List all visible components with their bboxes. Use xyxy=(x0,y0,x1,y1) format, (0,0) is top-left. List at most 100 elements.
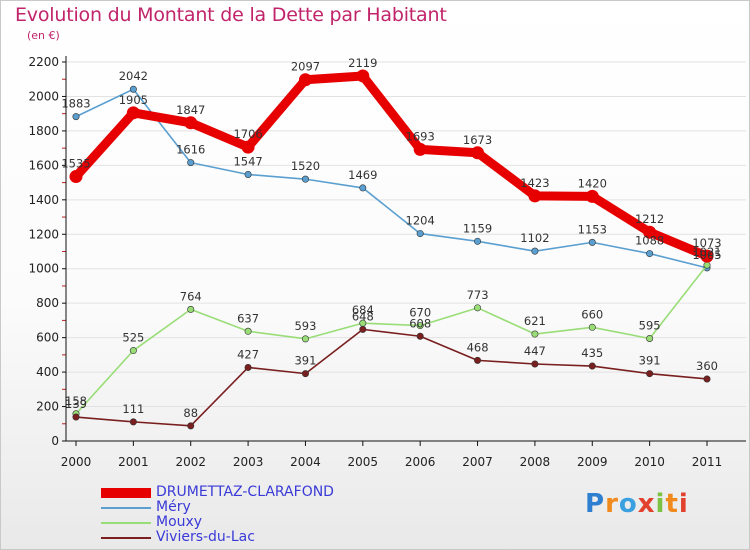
data-point-drumettaz-clarafond xyxy=(413,142,427,156)
data-label-viviers-du-lac: 468 xyxy=(467,340,489,354)
data-point-viviers-du-lac xyxy=(474,356,482,364)
y-tick-label: 1200 xyxy=(28,227,59,241)
data-point-drumettaz-clarafond xyxy=(700,249,714,263)
data-label-m-ry: 1520 xyxy=(291,159,320,173)
legend-swatch-viviers-du-lac xyxy=(101,537,151,539)
data-label-drumettaz-clarafond: 1847 xyxy=(176,103,205,117)
proxiti-logo: Proxiti xyxy=(585,489,689,519)
data-point-drumettaz-clarafond xyxy=(184,116,198,130)
data-label-viviers-du-lac: 447 xyxy=(524,344,546,358)
legend-item-mery: Méry xyxy=(101,500,421,515)
data-point-drumettaz-clarafond xyxy=(356,69,370,83)
data-point-viviers-du-lac xyxy=(531,360,539,368)
data-point-m-ry xyxy=(646,250,654,258)
data-label-mouxy: 1021 xyxy=(692,245,721,259)
y-tick-label: 1000 xyxy=(28,262,59,276)
data-label-viviers-du-lac: 648 xyxy=(352,309,374,323)
data-point-viviers-du-lac xyxy=(588,362,596,370)
x-tick-label: 2001 xyxy=(118,455,149,469)
data-label-m-ry: 1547 xyxy=(233,154,262,168)
data-point-mouxy xyxy=(703,261,711,269)
data-label-m-ry: 1102 xyxy=(520,231,549,245)
legend-swatch-mery xyxy=(101,507,151,509)
legend-item-drumettaz-clarafond: DRUMETTAZ-CLARAFOND xyxy=(101,485,421,500)
x-tick-label: 2003 xyxy=(233,455,264,469)
series-line-mouxy xyxy=(75,264,708,415)
data-point-viviers-du-lac xyxy=(646,370,654,378)
y-tick-label: 2000 xyxy=(28,89,59,103)
y-tick-label: 1800 xyxy=(28,124,59,138)
data-point-viviers-du-lac xyxy=(244,363,252,371)
data-label-drumettaz-clarafond: 1073 xyxy=(692,236,721,250)
data-point-mouxy xyxy=(416,322,424,330)
data-label-viviers-du-lac: 608 xyxy=(409,316,431,330)
data-point-m-ry xyxy=(244,170,252,178)
data-point-m-ry xyxy=(416,230,424,238)
data-point-mouxy xyxy=(187,305,195,313)
data-point-viviers-du-lac xyxy=(301,370,309,378)
data-label-mouxy: 158 xyxy=(65,394,87,408)
x-tick-label: 2006 xyxy=(405,455,436,469)
data-point-drumettaz-clarafond xyxy=(126,106,140,120)
data-label-viviers-du-lac: 391 xyxy=(294,354,316,368)
data-label-m-ry: 2042 xyxy=(119,69,148,83)
data-point-m-ry xyxy=(474,237,482,245)
x-tick-label: 2007 xyxy=(462,455,493,469)
data-point-viviers-du-lac xyxy=(703,375,711,383)
series-line-viviers-du-lac xyxy=(75,328,708,427)
data-point-mouxy xyxy=(531,330,539,338)
data-point-viviers-du-lac xyxy=(129,418,137,426)
data-label-drumettaz-clarafond: 1673 xyxy=(463,133,492,147)
chart-subtitle: (en €) xyxy=(27,29,60,42)
data-point-drumettaz-clarafond xyxy=(528,189,542,203)
data-label-mouxy: 525 xyxy=(122,331,144,345)
legend-label-viviers-du-lac: Viviers-du-Lac xyxy=(156,529,255,545)
data-label-viviers-du-lac: 427 xyxy=(237,347,259,361)
legend-swatch-drumettaz-clarafond xyxy=(101,488,151,498)
data-label-mouxy: 621 xyxy=(524,314,546,328)
x-tick-label: 2009 xyxy=(577,455,608,469)
data-point-viviers-du-lac xyxy=(416,332,424,340)
data-label-mouxy: 595 xyxy=(639,318,661,332)
data-point-drumettaz-clarafond xyxy=(471,146,485,160)
data-label-m-ry: 1469 xyxy=(348,168,377,182)
y-tick-label: 1600 xyxy=(28,158,59,172)
data-label-m-ry: 1204 xyxy=(406,214,435,228)
series-line-m-ry xyxy=(75,88,708,269)
data-label-layer: 1535 1905 1847 1706 2097 2119 1693 1673 1423 1420… xyxy=(61,56,721,420)
data-point-m-ry xyxy=(531,247,539,255)
data-label-m-ry: 1883 xyxy=(61,97,90,111)
data-point-drumettaz-clarafond xyxy=(585,189,599,203)
y-tick-label: 800 xyxy=(36,296,59,310)
x-tick-label: 2011 xyxy=(692,455,723,469)
axis-layer: 0 200 400 600 800 1000 1200 1400 1600 1800 2000 220… xyxy=(28,55,746,469)
data-point-m-ry xyxy=(588,238,596,246)
data-label-m-ry: 1159 xyxy=(463,221,492,235)
data-label-mouxy: 670 xyxy=(409,306,431,320)
data-label-drumettaz-clarafond: 1423 xyxy=(520,176,549,190)
y-tick-label: 1400 xyxy=(28,193,59,207)
data-label-m-ry: 1616 xyxy=(176,143,205,157)
x-tick-label: 2008 xyxy=(520,455,551,469)
data-point-viviers-du-lac xyxy=(187,422,195,430)
legend-swatch-mouxy xyxy=(101,522,151,524)
x-tick-label: 2010 xyxy=(634,455,665,469)
data-label-mouxy: 684 xyxy=(352,303,374,317)
chart-title: Evolution du Montant de la Dette par Hab… xyxy=(15,4,447,26)
data-point-mouxy xyxy=(588,323,596,331)
data-label-viviers-du-lac: 360 xyxy=(696,359,718,373)
data-point-mouxy xyxy=(474,304,482,312)
data-label-m-ry: 1153 xyxy=(578,222,607,236)
data-label-viviers-du-lac: 111 xyxy=(122,402,144,416)
y-tick-label: 200 xyxy=(36,400,59,414)
data-point-mouxy xyxy=(646,334,654,342)
data-label-viviers-du-lac: 435 xyxy=(581,346,603,360)
legend-item-viviers-du-lac: Viviers-du-Lac xyxy=(101,530,421,545)
data-point-viviers-du-lac xyxy=(359,325,367,333)
y-tick-label: 0 xyxy=(51,434,59,448)
data-label-drumettaz-clarafond: 1905 xyxy=(119,93,148,107)
data-point-mouxy xyxy=(129,347,137,355)
y-tick-label: 400 xyxy=(36,365,59,379)
series-layer xyxy=(69,69,714,430)
